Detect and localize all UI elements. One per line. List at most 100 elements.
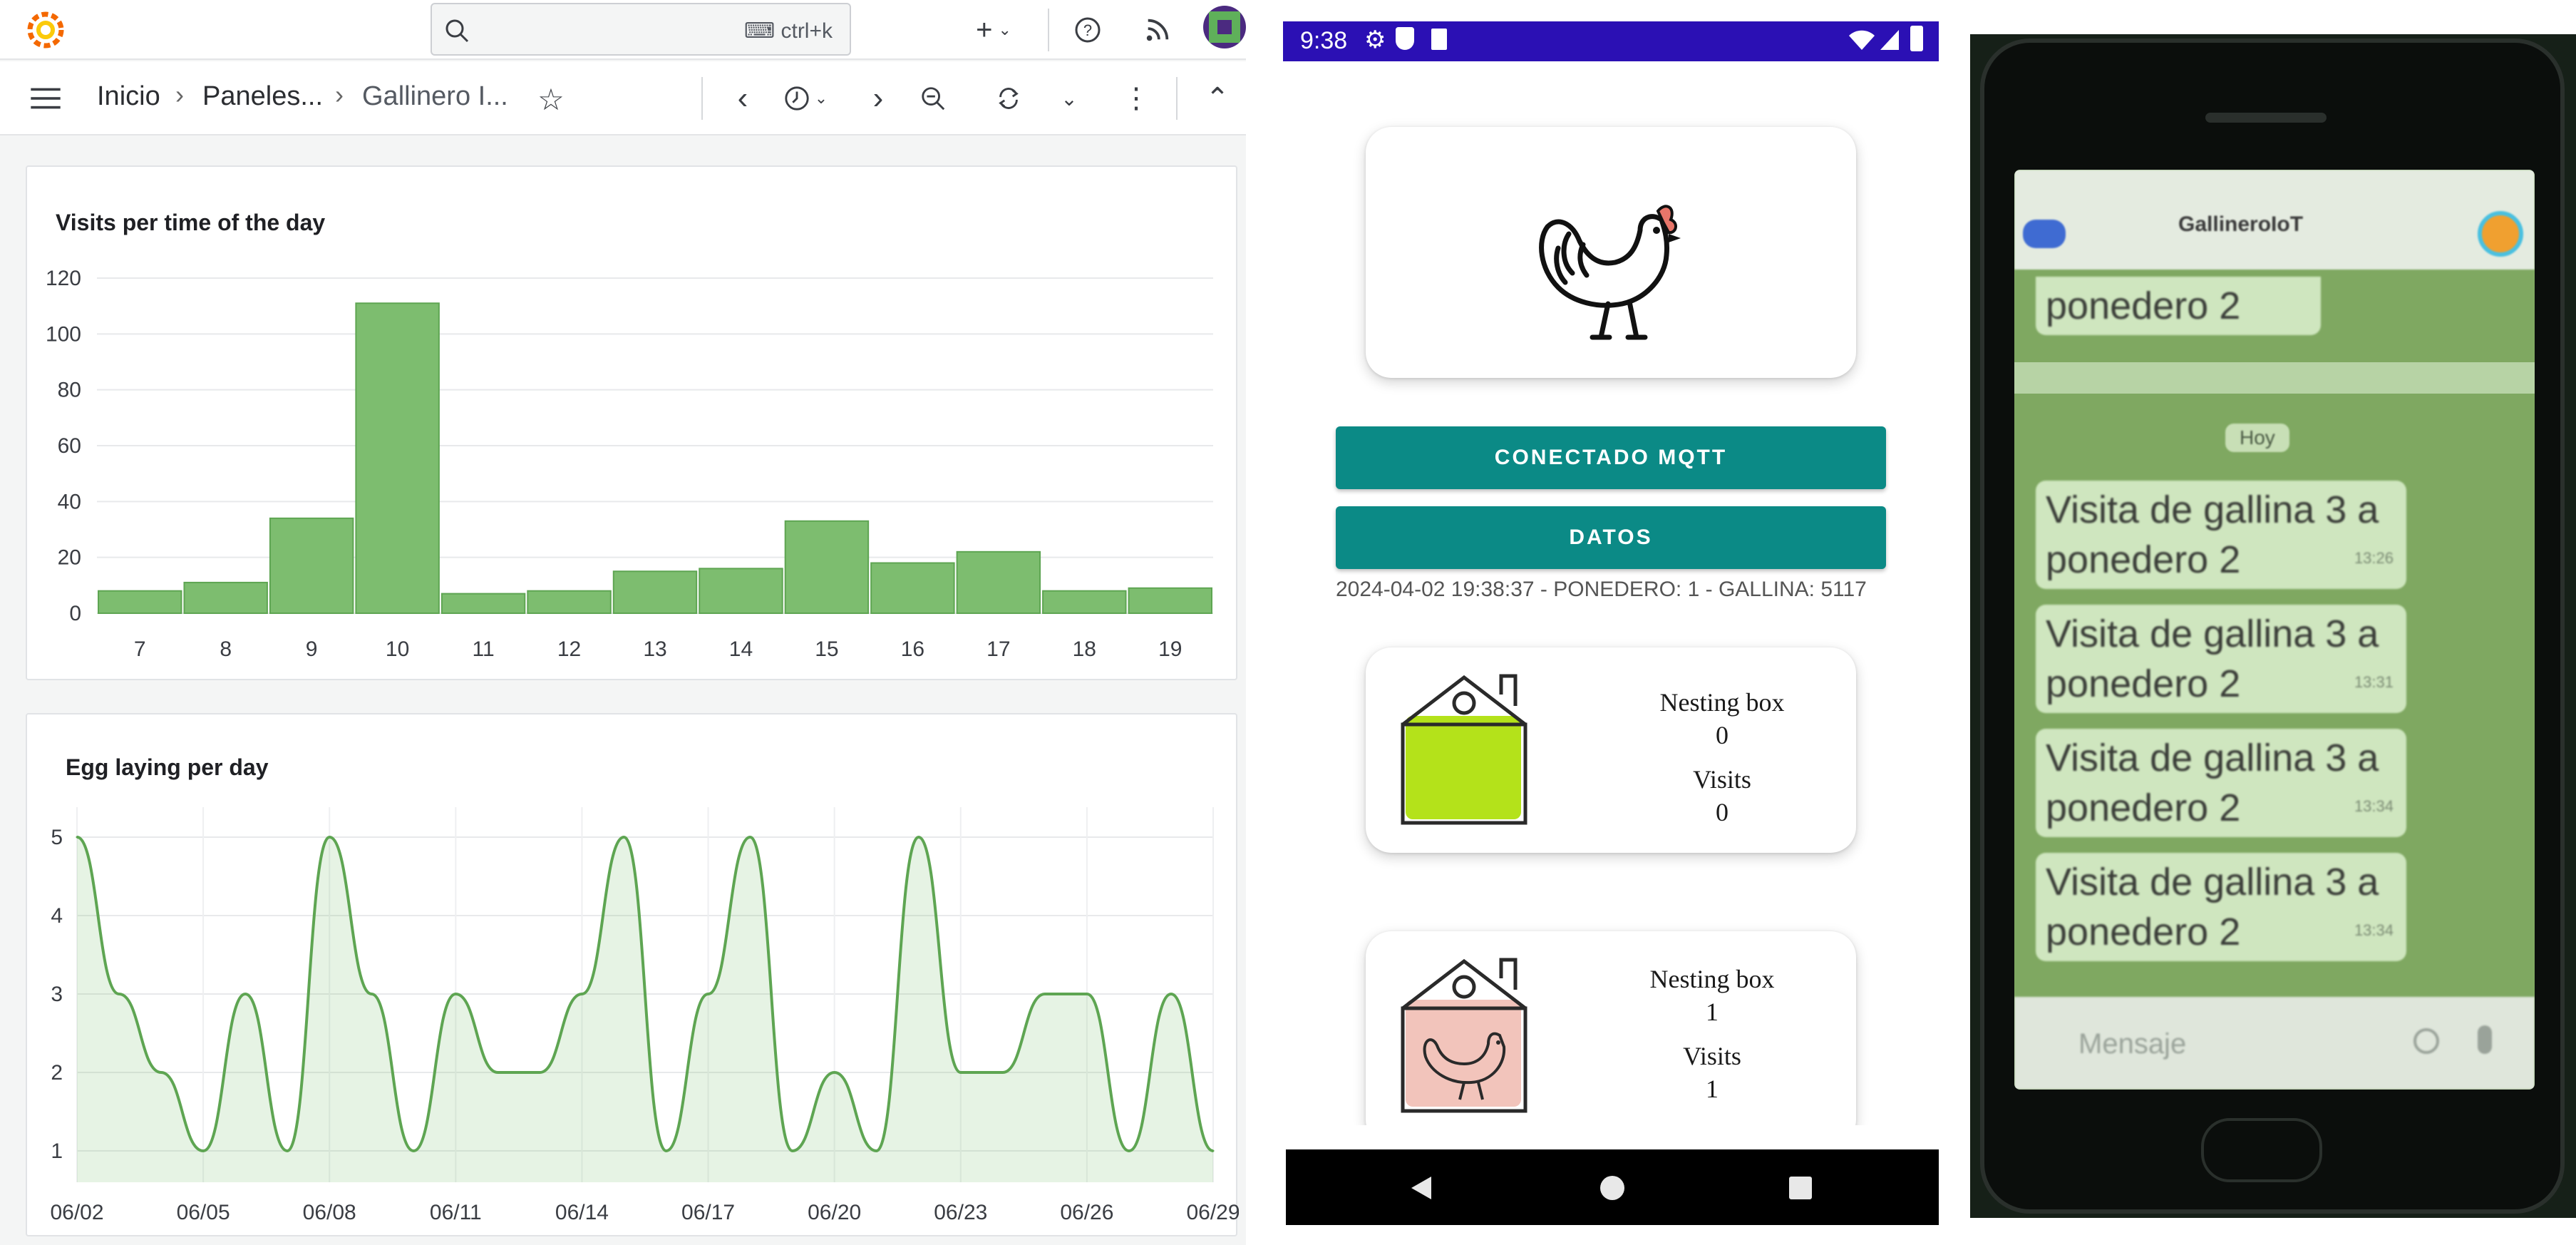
data-point <box>328 836 331 839</box>
avatar[interactable] <box>1203 6 1246 48</box>
x-tick-label: 06/29 <box>1186 1201 1239 1224</box>
breadcrumb-home[interactable]: Inicio <box>97 81 160 111</box>
data-point <box>1001 1071 1004 1074</box>
chevron-up-icon[interactable]: ⌃ <box>1205 83 1230 114</box>
back-icon[interactable] <box>1407 1174 1436 1202</box>
y-tick-label: 120 <box>46 267 81 290</box>
nesting-box-info: Nesting box 0 Visits 0 <box>1608 686 1836 829</box>
x-tick-label: 15 <box>815 637 838 661</box>
data-point <box>917 836 920 839</box>
y-tick-label: 2 <box>51 1061 63 1085</box>
mqtt-connected-button[interactable]: CONECTADO MQTT <box>1336 426 1886 489</box>
x-tick-label: 13 <box>643 637 666 661</box>
data-point <box>1212 1149 1215 1152</box>
rss-icon[interactable] <box>1139 13 1176 47</box>
y-tick-label: 4 <box>51 904 63 928</box>
chart-title: Visits per time of the day <box>56 210 326 235</box>
x-tick-label: 06/20 <box>808 1201 861 1224</box>
zoom-out-icon[interactable] <box>915 83 951 114</box>
divider <box>701 77 703 120</box>
x-tick-label: 7 <box>134 637 146 661</box>
chevron-right-icon[interactable]: › <box>872 81 884 116</box>
settings-icon: ⚙ <box>1364 26 1386 53</box>
android-app-screen: 9:38 ⚙ CONECTADO MQTT DATOS 2024-04-02 1… <box>1283 0 1939 1245</box>
status-time: 9:38 <box>1300 27 1348 54</box>
x-tick-label: 19 <box>1158 637 1182 661</box>
hamburger-icon[interactable] <box>26 83 66 114</box>
bar <box>98 590 182 615</box>
keyboard-shortcut-hint: ⌨ ctrl+k <box>744 19 833 43</box>
data-point <box>665 1149 668 1152</box>
x-tick-label: 11 <box>472 637 494 661</box>
recents-icon[interactable] <box>1788 1175 1813 1201</box>
bar <box>355 302 440 614</box>
data-point <box>160 1071 163 1074</box>
home-icon[interactable] <box>1598 1174 1627 1202</box>
home-button <box>2201 1118 2322 1182</box>
refresh-icon[interactable] <box>991 83 1026 114</box>
divider <box>1048 9 1049 51</box>
area-chart: 1 2 3 4 5 06/02 06/05 06/08 06/11 06/14 06/17 06/20… <box>50 807 1239 1224</box>
message-text: Visita de gallina 3 a ponedero 2 <box>2046 737 2379 829</box>
grafana-dashboard: ⌨ ctrl+k + ⌄ ? Inicio › Paneles... › Gall… <box>0 0 1246 1245</box>
wifi-icon <box>1849 30 1875 50</box>
time-picker-button[interactable]: ⌄ <box>777 83 834 114</box>
message-text: Visita de gallina 3 a ponedero 2 <box>2046 488 2379 581</box>
battery-icon <box>1910 26 1923 51</box>
nesting-box-card[interactable]: Nesting box 1 Visits 1 <box>1366 931 1856 1145</box>
bar-chart: 0 20 40 60 80 100 120 7 8 9 10 11 12 13 14 15 16 17 18 19 <box>46 267 1213 661</box>
phone-earpiece <box>2205 113 2327 123</box>
chevron-down-icon[interactable]: ⌄ <box>1061 87 1078 110</box>
data-point <box>791 1149 794 1152</box>
eggs-chart-panel: Egg laying per day 1 2 3 4 5 06/02 06/05 06/08 0… <box>26 713 1239 1236</box>
search-input[interactable]: ⌨ ctrl+k <box>431 3 851 56</box>
back-icon <box>2023 220 2066 248</box>
chevron-down-icon: ⌄ <box>814 89 828 107</box>
data-point <box>1044 993 1046 995</box>
x-tick-label: 18 <box>1073 637 1096 661</box>
visits-count: 0 <box>1716 798 1729 826</box>
y-tick-label: 0 <box>69 602 81 625</box>
keyboard-icon: ⌨ <box>743 19 776 43</box>
nesting-box-card[interactable]: Nesting box 0 Visits 0 <box>1366 647 1856 853</box>
bar <box>699 568 783 614</box>
x-tick-label: 9 <box>306 637 318 661</box>
star-icon[interactable]: ☆ <box>537 82 565 116</box>
x-tick-label: 10 <box>386 637 409 661</box>
divider <box>1176 77 1178 120</box>
x-tick-label: 17 <box>986 637 1010 661</box>
data-point <box>118 993 120 995</box>
shield-icon <box>1396 27 1414 50</box>
kebab-icon[interactable]: ⋮ <box>1122 83 1150 114</box>
data-button[interactable]: DATOS <box>1336 506 1886 569</box>
x-tick-label: 06/26 <box>1060 1201 1113 1224</box>
message-input-bar: Mensaje <box>2014 997 2535 1090</box>
y-tick-label: 1 <box>51 1139 63 1163</box>
last-event-log: 2024-04-02 19:38:37 - PONEDERO: 1 - GALL… <box>1336 578 1867 601</box>
bar <box>527 590 612 615</box>
bar <box>956 550 1041 614</box>
chat-header: GallineroIoT <box>2014 170 2535 270</box>
x-tick-label: 12 <box>557 637 581 661</box>
chart-title: Egg laying per day <box>66 754 269 780</box>
visits-label: Visits <box>1683 1042 1741 1070</box>
chevron-right-icon: › <box>175 80 184 109</box>
microphone-icon <box>2478 1025 2492 1054</box>
x-tick-label: 06/08 <box>303 1201 356 1224</box>
grafana-logo-icon[interactable] <box>26 10 66 50</box>
data-point <box>959 1071 962 1074</box>
add-button[interactable]: + ⌄ <box>976 14 1011 46</box>
dashboard-toolbar: Inicio › Paneles... › Gallinero I... ☆ ‹… <box>0 61 1246 135</box>
chat-message: Visita de gallina 3 a ponedero 2 13:34 <box>2036 729 2406 837</box>
bar <box>870 562 955 614</box>
message-time: 13:34 <box>2354 797 2394 815</box>
chevron-left-icon[interactable]: ‹ <box>737 81 748 116</box>
breadcrumb-dashboards[interactable]: Paneles... <box>202 81 323 111</box>
y-tick-label: 100 <box>46 322 81 346</box>
visits-chart-panel: Visits per time of the day 0 20 40 60 80 100 1… <box>26 165 1237 680</box>
message-time: 13:31 <box>2354 673 2394 691</box>
help-icon[interactable]: ? <box>1069 13 1106 47</box>
data-point <box>202 1149 205 1152</box>
y-tick-label: 60 <box>58 434 81 458</box>
x-tick-label: 06/23 <box>934 1201 987 1224</box>
